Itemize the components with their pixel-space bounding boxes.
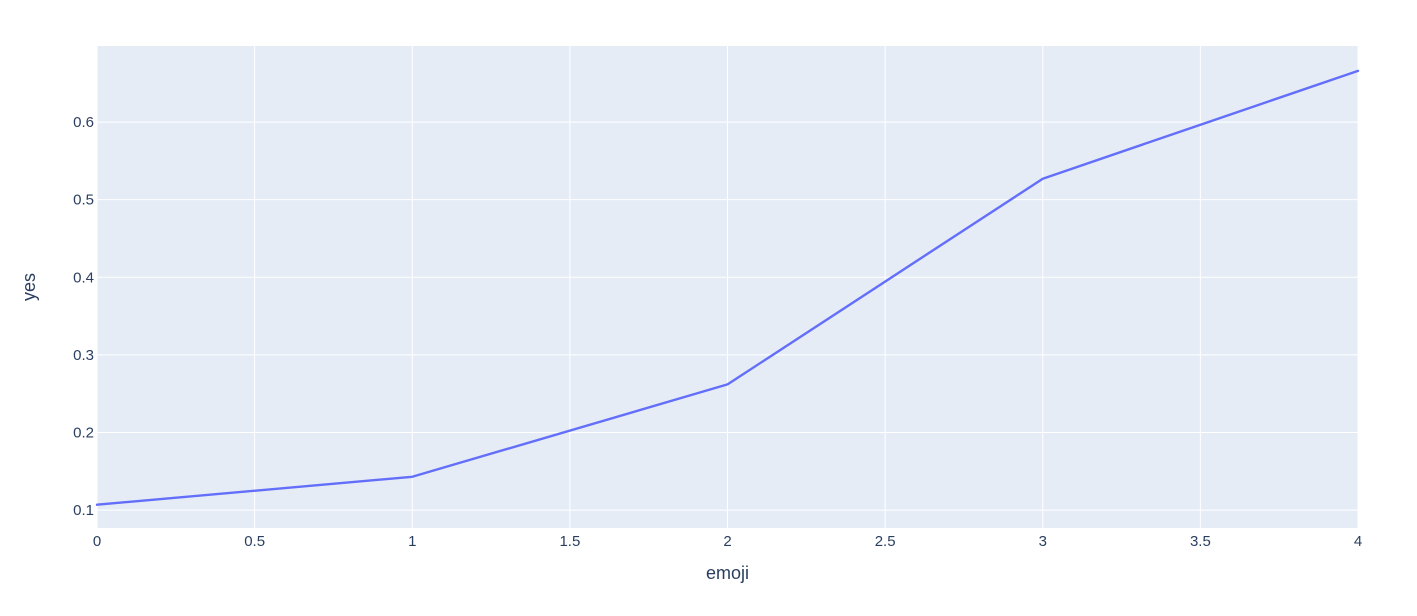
gridlines bbox=[96, 46, 1359, 528]
x-tick-label: 0 bbox=[93, 533, 101, 550]
x-tick-label: 3 bbox=[1039, 533, 1047, 550]
x-axis-tick-labels: 0 0.5 1 1.5 2 2.5 3 3.5 4 bbox=[93, 533, 1362, 550]
y-tick-label: 0.5 bbox=[73, 192, 94, 209]
x-tick-label: 1.5 bbox=[559, 533, 580, 550]
series-line bbox=[95, 69, 1360, 506]
x-tick-label: 3.5 bbox=[1190, 533, 1211, 550]
y-tick-label: 0.2 bbox=[73, 425, 94, 442]
series-layer bbox=[95, 69, 1360, 506]
y-axis-title: yes bbox=[19, 273, 39, 301]
x-axis-title: emoji bbox=[706, 563, 749, 583]
x-tick-label: 2 bbox=[723, 533, 731, 550]
y-tick-label: 0.1 bbox=[73, 502, 94, 519]
y-axis-tick-labels: 0.1 0.2 0.3 0.4 0.5 0.6 bbox=[73, 114, 94, 519]
x-tick-label: 4 bbox=[1354, 533, 1362, 550]
y-tick-label: 0.4 bbox=[73, 269, 94, 286]
x-tick-label: 2.5 bbox=[875, 533, 896, 550]
y-tick-label: 0.3 bbox=[73, 347, 94, 364]
x-tick-label: 1 bbox=[408, 533, 416, 550]
y-tick-label: 0.6 bbox=[73, 114, 94, 131]
x-tick-label: 0.5 bbox=[244, 533, 265, 550]
